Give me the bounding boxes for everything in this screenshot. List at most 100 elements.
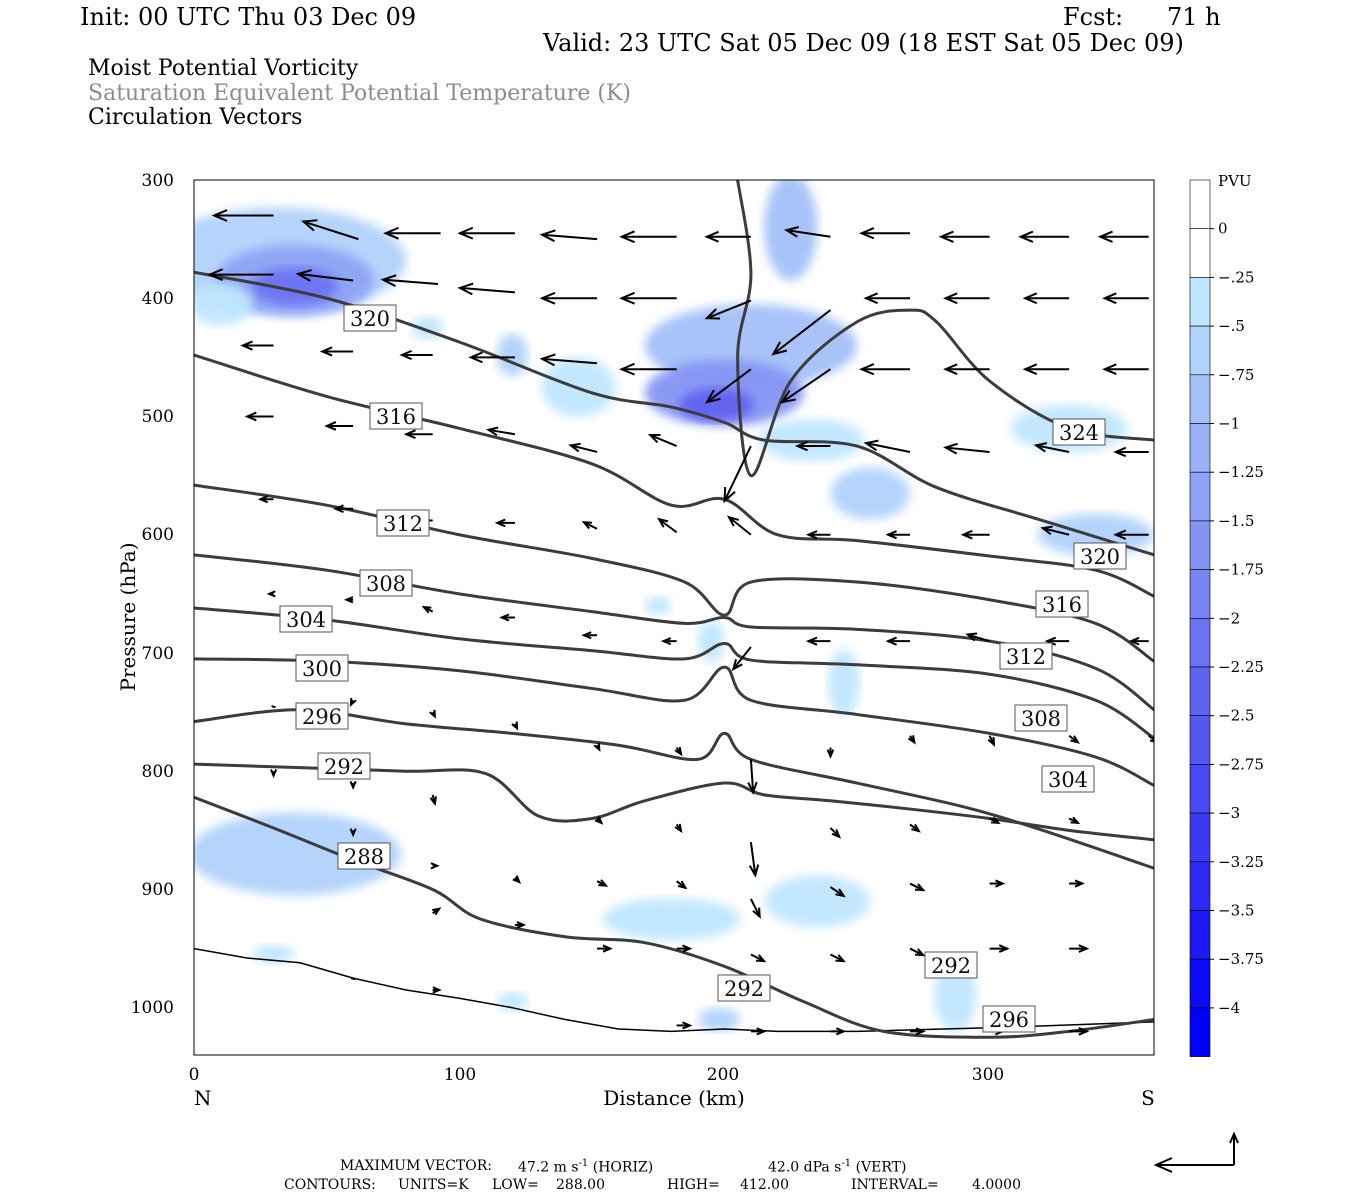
contours-low-label: LOW= — [492, 1177, 539, 1193]
vector-head — [295, 269, 312, 282]
vector-shaft — [829, 886, 845, 897]
theta-contour-292 — [194, 762, 1154, 842]
vector-head — [1102, 363, 1117, 376]
circulation-vector — [399, 349, 433, 361]
pv-blob — [194, 812, 401, 896]
circulation-vector — [676, 944, 693, 953]
circulation-vector — [581, 631, 598, 640]
vector-head — [863, 439, 879, 452]
circulation-vector — [403, 429, 433, 440]
contour-label-box — [924, 951, 978, 979]
vector-head — [677, 880, 688, 890]
circulation-vector — [1113, 446, 1149, 458]
contours-high-label: HIGH= — [667, 1177, 720, 1193]
x-axis-title: Distance (km) — [603, 1086, 745, 1110]
vector-head — [1113, 529, 1127, 540]
vector-head — [656, 517, 669, 528]
circulation-vector — [794, 440, 831, 452]
contour-label-box — [982, 1005, 1036, 1033]
circulation-vector — [539, 353, 598, 367]
vector-shaft — [382, 278, 439, 286]
contour-label-box — [1052, 418, 1106, 446]
colorbar-cell — [1189, 812, 1211, 863]
vector-head — [266, 590, 276, 598]
colorbar-cell — [1189, 179, 1211, 230]
circulation-vector — [704, 368, 752, 404]
circulation-vector — [511, 721, 519, 731]
circulation-vector — [830, 1027, 847, 1036]
colorbar-label: −.5 — [1218, 317, 1245, 335]
contour-label-box — [317, 752, 371, 780]
vector-head — [399, 349, 413, 361]
vector-head — [270, 769, 278, 779]
vector-head — [863, 292, 879, 305]
circulation-vector — [1148, 734, 1154, 743]
plot-frame — [193, 179, 1155, 1056]
vector-head — [539, 229, 556, 243]
circulation-vector — [750, 953, 767, 963]
contour-label: 296 — [982, 1005, 1036, 1033]
y-axis-title: Pressure (hPa) — [116, 543, 140, 692]
max-vector-vert: 42.0 dPa s-1 (VERT) — [768, 1158, 907, 1176]
x-tick-label: 200 — [707, 1065, 739, 1085]
circulation-vector — [240, 340, 274, 351]
vector-head — [499, 613, 510, 622]
vector-shaft — [749, 842, 757, 876]
vector-shaft — [303, 220, 359, 241]
vector-head — [1078, 1027, 1090, 1036]
circulation-vector — [674, 823, 683, 834]
circulation-vector — [207, 268, 274, 281]
vector-head — [494, 518, 506, 528]
circulation-vector — [989, 944, 1010, 953]
x-axis-north: N — [194, 1086, 212, 1110]
contour-label-text: 324 — [1059, 421, 1099, 445]
contour-label-text: 320 — [350, 307, 390, 331]
circulation-vector — [499, 613, 515, 622]
vector-head — [432, 986, 442, 994]
colorbar-label: −2.5 — [1218, 707, 1254, 725]
contour-label-text: 296 — [302, 705, 342, 729]
y-axis-ticks: 300 400 500 600 700 800 900 1000 — [131, 171, 174, 1018]
circulation-vector — [271, 705, 276, 709]
circulation-vector — [429, 709, 437, 719]
contour-label-text: 292 — [931, 954, 971, 978]
vector-head — [1022, 363, 1038, 376]
vector-head — [647, 433, 661, 444]
circulation-vector — [1113, 529, 1149, 540]
pv-blob — [830, 467, 911, 520]
circulation-vector — [343, 596, 354, 604]
colorbar-label: −3.5 — [1218, 902, 1254, 920]
circulation-vector — [885, 530, 911, 540]
vector-head — [1033, 442, 1048, 453]
circulation-vector — [731, 646, 752, 672]
vector-shaft — [749, 759, 755, 793]
circulation-vector — [596, 879, 609, 887]
circulation-vector — [829, 886, 846, 898]
theta-contour-296 — [194, 708, 1154, 870]
circulation-vector — [859, 227, 911, 240]
contour-label-text: 308 — [366, 572, 406, 596]
vector-head — [1018, 230, 1034, 243]
vector-head — [1128, 636, 1140, 646]
circulation-vector — [1102, 363, 1149, 376]
vector-head — [619, 291, 635, 305]
contour-label-text: 312 — [1006, 645, 1046, 669]
circulation-vector — [568, 442, 598, 453]
circulation-vector — [257, 495, 274, 504]
x-tick-label: 100 — [444, 1065, 476, 1085]
contour-label: 292 — [317, 752, 371, 780]
vector-head — [805, 636, 818, 646]
colorbar-cell — [1189, 228, 1211, 278]
circulation-vector — [726, 515, 752, 536]
circulation-vector — [512, 875, 522, 884]
vector-head — [859, 363, 875, 376]
vector-head — [432, 907, 442, 916]
contour-label: 308 — [359, 569, 413, 597]
contour-label: 288 — [337, 842, 391, 870]
x-tick-label: 0 — [189, 1065, 200, 1085]
circulation-vector — [750, 1027, 767, 1036]
vector-head — [581, 631, 592, 640]
circulation-vector — [349, 780, 357, 791]
vector-head — [429, 709, 437, 719]
